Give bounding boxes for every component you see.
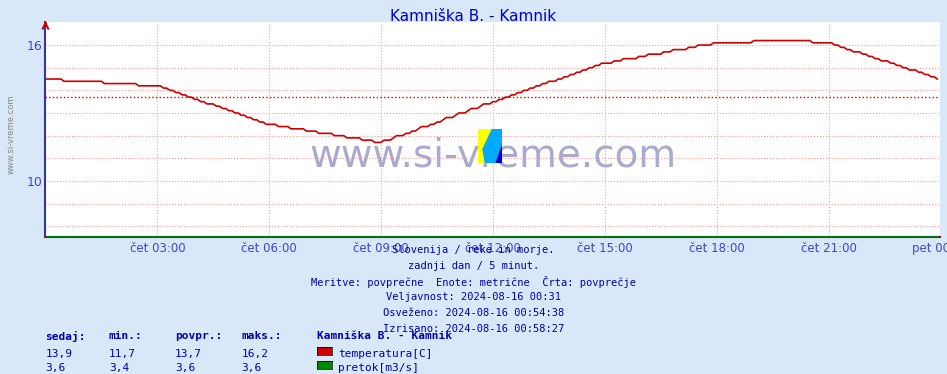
Text: Meritve: povprečne  Enote: metrične  Črta: povprečje: Meritve: povprečne Enote: metrične Črta:… [311,276,636,288]
Text: Veljavnost: 2024-08-16 00:31: Veljavnost: 2024-08-16 00:31 [386,292,561,302]
Text: povpr.:: povpr.: [175,331,223,341]
Text: www.si-vreme.com: www.si-vreme.com [310,137,676,175]
Polygon shape [491,129,502,163]
Text: Izrisano: 2024-08-16 00:58:27: Izrisano: 2024-08-16 00:58:27 [383,324,564,334]
Text: maks.:: maks.: [241,331,282,341]
Text: 3,4: 3,4 [109,363,129,373]
Text: pretok[m3/s]: pretok[m3/s] [338,363,420,373]
Text: Kamniška B. - Kamnik: Kamniška B. - Kamnik [390,9,557,24]
Polygon shape [483,129,502,163]
Text: Osveženo: 2024-08-16 00:54:38: Osveženo: 2024-08-16 00:54:38 [383,308,564,318]
Text: www.si-vreme.com: www.si-vreme.com [7,95,16,174]
Text: 3,6: 3,6 [241,363,261,373]
Text: 3,6: 3,6 [175,363,195,373]
Text: 16,2: 16,2 [241,349,269,359]
Text: 13,7: 13,7 [175,349,203,359]
Text: 11,7: 11,7 [109,349,136,359]
Text: temperatura[C]: temperatura[C] [338,349,433,359]
Text: min.:: min.: [109,331,143,341]
Polygon shape [478,129,502,163]
Text: 3,6: 3,6 [45,363,65,373]
Text: Slovenija / reke in morje.: Slovenija / reke in morje. [392,245,555,255]
Text: 13,9: 13,9 [45,349,73,359]
Text: Kamniška B. - Kamnik: Kamniška B. - Kamnik [317,331,453,341]
Text: zadnji dan / 5 minut.: zadnji dan / 5 minut. [408,261,539,271]
Text: sedaj:: sedaj: [45,331,86,342]
